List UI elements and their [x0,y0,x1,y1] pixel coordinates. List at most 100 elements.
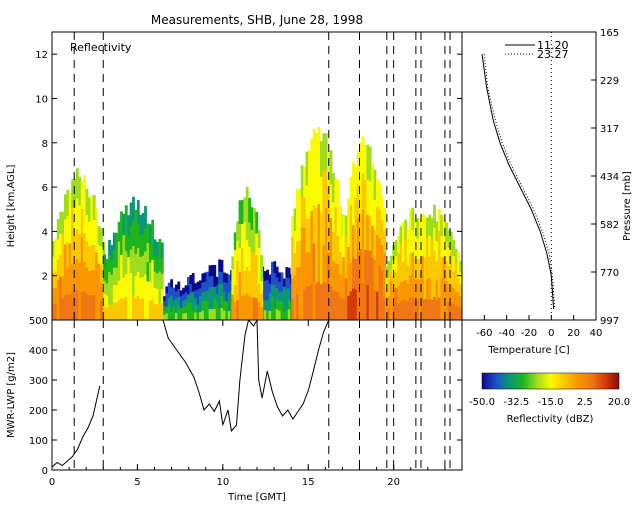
reflectivity-cell [442,299,446,320]
reflectivity-cell [280,301,284,311]
reflectivity-cell [151,299,155,320]
reflectivity-cell [68,192,72,219]
reflectivity-cell [303,258,306,290]
reflectivity-cell [211,298,214,310]
reflectivity-cell [300,258,304,290]
reflectivity-cell [92,295,96,320]
colorbar-tick-label: -32.5 [503,397,529,408]
reflectivity-cell [449,231,453,250]
reflectivity-cell [305,185,309,220]
reflectivity-label: Reflectivity [70,41,132,54]
reflectivity-cell [170,311,173,320]
reflectivity-cell [283,286,286,296]
reflectivity-cell [206,300,209,311]
colorbar-ticks: -50.0 -32.5 -15.0 2.5 20.0 [469,397,630,408]
reflectivity-cell [208,276,212,288]
reflectivity-cell [211,265,214,277]
reflectivity-cell [418,279,422,301]
reflectivity-cell [175,284,178,293]
reflectivity-cell [329,286,333,320]
reflectivity-cell [268,301,272,312]
reflectivity-cell [317,127,321,167]
reflectivity-cell [170,287,173,297]
reflectivity-cell [433,250,436,275]
reflectivity-cell [110,274,114,291]
reflectivity-cell [283,311,286,320]
reflectivity-cell [165,299,169,308]
reflectivity-cell [56,299,60,320]
reflectivity-cell [85,241,89,268]
reflectivity-cell [287,299,291,311]
reflectivity-cell [342,299,346,320]
reflectivity-cell [122,213,126,236]
reflectivity-cell [177,312,181,320]
reflectivity-cell [211,309,214,320]
reflectivity-y-tick-label: 8 [42,139,48,150]
reflectivity-cell [105,307,109,320]
reflectivity-cell [208,265,212,277]
lwp-y-tick-label: 300 [29,376,48,387]
reflectivity-cell [122,277,126,300]
reflectivity-cell [291,257,294,279]
reflectivity-cell [320,284,323,320]
reflectivity-cell [199,312,202,320]
reflectivity-cell [177,296,181,306]
reflectivity-cell [167,312,171,320]
reflectivity-cell [115,250,119,269]
reflectivity-cell [100,264,103,284]
reflectivity-cell [136,248,140,273]
reflectivity-cell [271,308,274,320]
reflectivity-cell [73,235,77,264]
reflectivity-cell [457,279,460,294]
reflectivity-cell [68,294,72,320]
reflectivity-cell [266,309,269,320]
reflectivity-cell [231,256,235,270]
reflectivity-cell [273,308,277,320]
reflectivity-cell [172,287,176,295]
reflectivity-cell [418,218,422,240]
reflectivity-cell [194,290,197,299]
reflectivity-cell [389,307,393,320]
reflectivity-cell [263,271,267,282]
reflectivity-cell [271,261,274,274]
reflectivity-cell [260,267,263,282]
reflectivity-cell [430,218,434,240]
reflectivity-cell [92,195,96,221]
reflectivity-cell [447,283,451,303]
reflectivity-cell [245,186,249,214]
reflectivity-cell [177,304,181,313]
reflectivity-cell [300,289,304,320]
reflectivity-cell [151,219,155,241]
reflectivity-cell [213,309,217,320]
reflectivity-cell [437,275,441,299]
lwp-line [162,320,330,433]
reflectivity-cell [336,292,340,320]
reflectivity-cell [187,294,190,304]
lwp-frame [51,319,463,471]
reflectivity-cell [66,241,70,269]
reflectivity-cell [76,168,79,200]
reflectivity-cell [54,271,58,288]
reflectivity-cell [332,231,335,262]
reflectivity-cell [257,265,261,285]
reflectivity-cell [449,302,453,320]
reflectivity-cell [359,177,362,214]
reflectivity-cell [275,288,279,300]
reflectivity-cell [163,315,166,320]
reflectivity-cell [371,288,374,320]
reflectivity-cell [61,254,65,278]
reflectivity-cell [52,272,55,289]
reflectivity-cell [324,170,328,209]
reflectivity-cell [260,280,263,295]
reflectivity-cell [368,285,372,320]
reflectivity-cell [88,295,91,320]
reflectivity-cell [303,197,306,229]
reflectivity-cell [291,237,294,259]
reflectivity-cell [71,207,74,236]
colorbar: -50.0 -32.5 -15.0 2.5 20.0 Reflectivity (dBZ… [469,372,630,425]
reflectivity-cell [283,303,286,313]
reflectivity-cell [428,214,432,237]
reflectivity-cell [100,301,103,320]
reflectivity-cell [359,284,362,320]
sounding-legend-label: 23.27 [537,48,569,61]
